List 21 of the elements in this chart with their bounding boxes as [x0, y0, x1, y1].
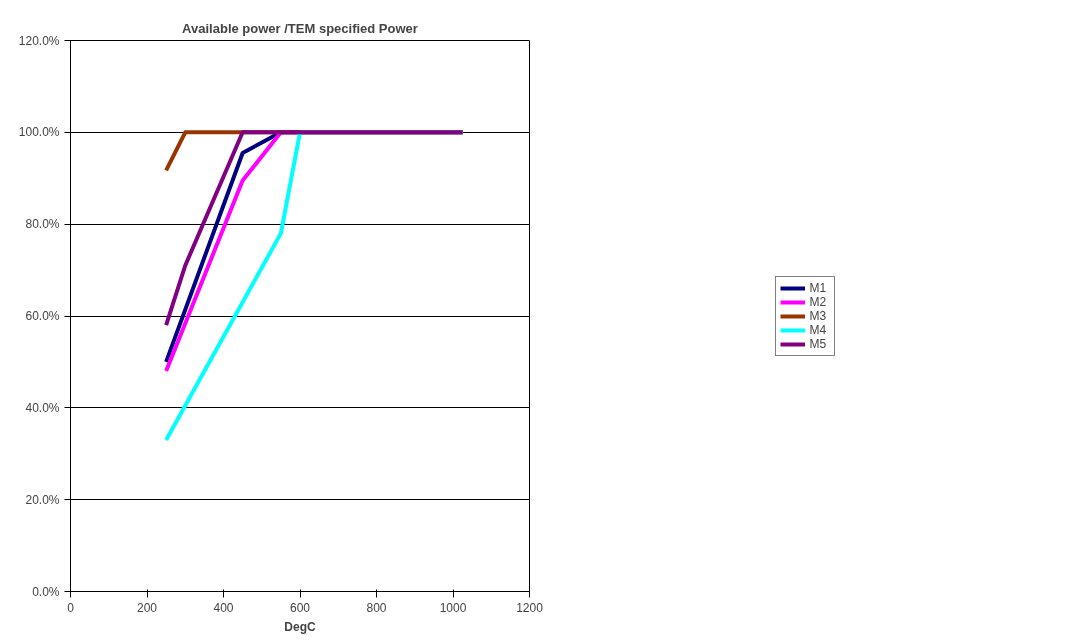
- legend-label: M1: [809, 280, 828, 295]
- y-tick-label: 0.0%: [32, 584, 60, 599]
- x-tick-label: 1000: [439, 600, 467, 615]
- legend-label: M4: [809, 322, 828, 337]
- x-tick-label: 0: [67, 600, 75, 615]
- y-tick-label: 40.0%: [25, 400, 60, 415]
- legend-label: M5: [809, 336, 828, 351]
- y-tick-label: 100.0%: [18, 125, 60, 140]
- x-tick-label: 800: [366, 600, 387, 615]
- x-tick-label: 1200: [516, 600, 544, 615]
- y-tick-label: 120.0%: [18, 33, 60, 48]
- x-tick-label: 200: [136, 600, 158, 615]
- x-tick-label: 600: [289, 600, 311, 615]
- legend-label: M3: [809, 308, 828, 323]
- x-axis-title: DegC: [284, 619, 316, 634]
- x-tick-label: 400: [213, 600, 234, 615]
- y-tick-label: 80.0%: [25, 217, 60, 232]
- legend-label: M2: [809, 294, 828, 309]
- chart-title: Available power /TEM specified Power: [182, 20, 418, 36]
- y-tick-label: 20.0%: [25, 492, 60, 507]
- y-tick-label: 60.0%: [25, 309, 60, 323]
